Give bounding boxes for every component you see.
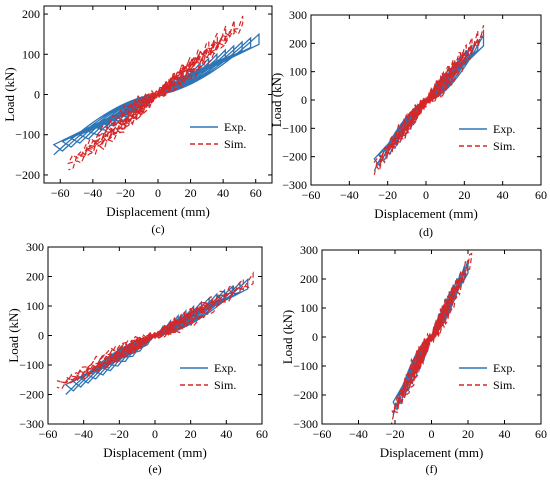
series-line-sim [389, 252, 473, 424]
y-tick-label: 0 [301, 93, 307, 107]
series-line-sim [373, 25, 485, 176]
x-tick-label: −40 [83, 186, 102, 200]
y-tick-label: −300 [293, 417, 318, 431]
legend-label: Exp. [493, 122, 515, 136]
x-tick-label: −60 [302, 188, 321, 202]
x-tick-label: −60 [313, 427, 332, 441]
x-tick-label: 20 [458, 188, 470, 202]
chart-panel-1: −60 −40 −20 0 20 40 60−200−1000100200Displacem… [2, 5, 273, 236]
y-tick-label: −300 [19, 417, 44, 431]
y-tick-label: −100 [282, 121, 307, 135]
x-tick-label: −40 [340, 188, 359, 202]
x-tick-label: 20 [185, 186, 197, 200]
legend: Exp. Sim. [459, 122, 515, 153]
panel-caption: (f) [426, 462, 438, 476]
x-tick-label: 40 [497, 188, 509, 202]
y-tick-label: 100 [22, 47, 40, 61]
x-tick-label: −20 [378, 188, 397, 202]
legend: Exp. Sim. [459, 361, 515, 392]
x-tick-label: 40 [220, 427, 232, 441]
x-tick-label: −40 [74, 427, 93, 441]
x-tick-label: 0 [429, 427, 435, 441]
x-axis-label: Displacement (mm) [103, 445, 207, 460]
y-tick-label: 200 [300, 272, 318, 286]
chart-panel-4: −60 −40 −20 0 20 40 60−300−200−1000100200300Di… [280, 243, 547, 476]
x-tick-label: −40 [349, 427, 368, 441]
panel-caption: (e) [148, 462, 161, 476]
legend-label: Sim. [224, 137, 246, 151]
legend-label: Sim. [214, 378, 236, 392]
x-tick-label: 60 [256, 427, 268, 441]
x-tick-label: 60 [535, 188, 547, 202]
x-tick-label: 40 [217, 186, 229, 200]
y-tick-label: −200 [293, 388, 318, 402]
y-tick-label: 100 [300, 301, 318, 315]
y-axis-label: Load (kN) [269, 73, 284, 128]
y-tick-label: 300 [289, 8, 307, 22]
chart-panel-3: −60 −40 −20 0 20 40 60−300−200−1000100200300Di… [6, 240, 268, 476]
x-axis-label: Displacement (mm) [106, 204, 210, 219]
x-tick-label: 20 [462, 427, 474, 441]
x-tick-label: −60 [51, 186, 70, 200]
y-tick-label: 0 [38, 329, 44, 343]
x-tick-label: −60 [39, 427, 58, 441]
y-tick-label: −100 [293, 359, 318, 373]
x-axis-label: Displacement (mm) [374, 206, 478, 221]
y-tick-label: 200 [289, 36, 307, 50]
y-tick-label: 300 [300, 243, 318, 257]
y-tick-label: −300 [282, 178, 307, 192]
y-tick-label: 300 [26, 240, 44, 254]
panel-caption: (d) [419, 225, 433, 239]
y-tick-label: −100 [19, 358, 44, 372]
y-tick-label: −200 [282, 150, 307, 164]
legend: Exp. Sim. [190, 120, 246, 151]
x-tick-label: 0 [423, 188, 429, 202]
y-axis-label: Load (kN) [6, 308, 21, 363]
x-tick-label: 40 [499, 427, 511, 441]
y-tick-label: −200 [15, 168, 40, 182]
x-tick-label: −20 [116, 186, 135, 200]
y-tick-label: 100 [289, 65, 307, 79]
x-tick-label: 60 [535, 427, 547, 441]
series-line-sim [67, 15, 244, 171]
x-tick-label: 0 [155, 186, 161, 200]
legend-label: Sim. [493, 378, 515, 392]
x-tick-label: 0 [152, 427, 158, 441]
y-axis-label: Load (kN) [280, 310, 295, 365]
legend-label: Exp. [493, 361, 515, 375]
chart-panel-2: −60 −40 −20 0 20 40 60−300−200−1000100200300Di… [269, 8, 547, 239]
y-axis-label: Load (kN) [2, 67, 17, 122]
panel-caption: (c) [151, 222, 164, 236]
y-tick-label: 100 [26, 299, 44, 313]
x-axis-label: Displacement (mm) [380, 445, 484, 460]
y-tick-label: −200 [19, 388, 44, 402]
x-tick-label: 20 [185, 427, 197, 441]
legend-label: Exp. [214, 361, 236, 375]
legend-label: Exp. [224, 120, 246, 134]
legend: Exp. Sim. [180, 361, 236, 392]
y-tick-label: 0 [312, 330, 318, 344]
x-tick-label: 60 [250, 186, 262, 200]
x-tick-label: −20 [386, 427, 405, 441]
y-tick-label: 200 [22, 7, 40, 21]
x-tick-label: −20 [110, 427, 129, 441]
y-tick-label: 0 [34, 88, 40, 102]
y-tick-label: −100 [15, 128, 40, 142]
legend-label: Sim. [493, 139, 515, 153]
y-tick-label: 200 [26, 270, 44, 284]
series-line-sim [56, 271, 254, 390]
